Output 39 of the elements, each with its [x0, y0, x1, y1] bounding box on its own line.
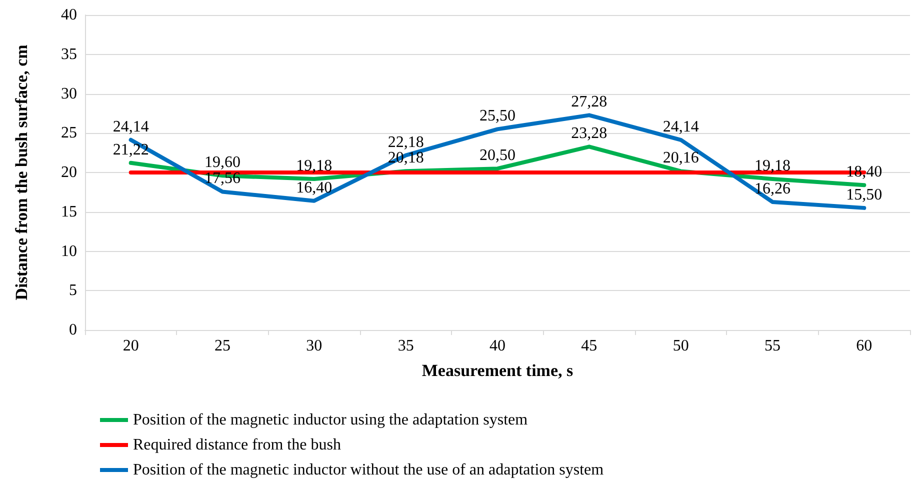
x-tick-label: 20 [122, 338, 139, 354]
data-label: 25,50 [480, 108, 516, 125]
x-axis-title: Measurement time, s [422, 361, 574, 380]
data-label: 16,26 [754, 180, 790, 198]
y-tick-label: 25 [61, 124, 77, 142]
x-tick-label: 40 [490, 338, 506, 354]
y-tick-label: 40 [61, 6, 77, 24]
x-tick-label: 35 [398, 338, 414, 354]
x-tick-label: 30 [306, 338, 322, 354]
x-tick-label: 45 [581, 338, 598, 354]
y-tick-label: 20 [61, 164, 77, 181]
data-label: 27,28 [571, 94, 608, 111]
data-label: 19,18 [754, 157, 790, 174]
data-label: 16,40 [296, 179, 332, 196]
data-label: 18,40 [846, 164, 882, 181]
legend-label: Required distance from the bush [133, 436, 341, 454]
y-tick-label: 30 [61, 85, 77, 102]
legend-label: Position of the magnetic inductor without the use of an adaptation system [133, 462, 604, 478]
data-label: 20,16 [662, 150, 699, 167]
data-label: 15,50 [846, 186, 882, 204]
data-label: 22,18 [388, 134, 424, 151]
x-tick-label: 25 [214, 338, 230, 354]
y-tick-label: 35 [61, 46, 77, 63]
y-tick-label: 15 [61, 203, 77, 220]
y-tick-label: 10 [61, 242, 77, 260]
data-label: 19,60 [204, 154, 240, 172]
data-label: 23,28 [571, 125, 608, 142]
y-tick-label: 0 [69, 322, 77, 338]
data-label: 24,14 [112, 118, 149, 136]
data-label: 19,18 [296, 157, 332, 174]
data-label: 20,50 [480, 147, 516, 164]
legend-label: Position of the magnetic inductor using the adaptation system [133, 412, 528, 428]
y-tick-label: 5 [69, 282, 77, 300]
y-axis-title: Distance from the bush surface, cm [12, 44, 31, 300]
x-tick-label: 60 [856, 338, 872, 354]
x-tick-label: 55 [764, 338, 780, 354]
data-label: 24,14 [662, 118, 699, 136]
data-label: 21,22 [112, 141, 149, 158]
x-tick-label: 50 [672, 338, 689, 354]
